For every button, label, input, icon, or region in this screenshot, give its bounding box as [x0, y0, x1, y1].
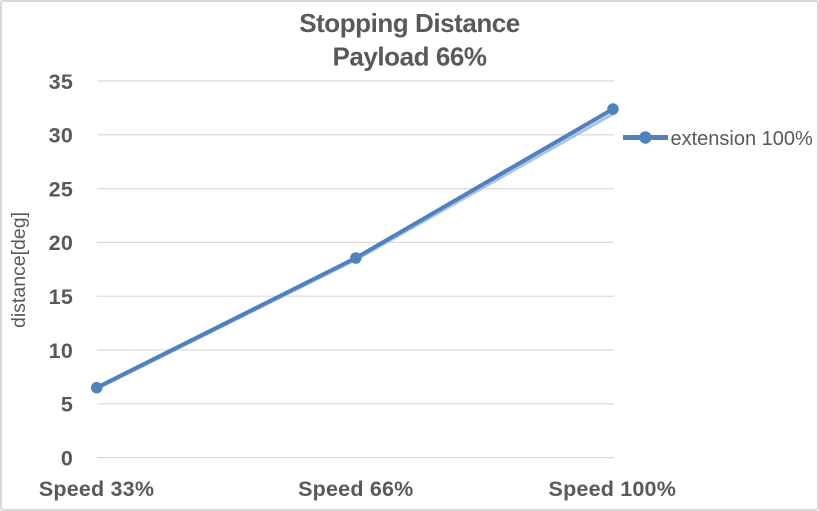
- svg-text:35: 35: [49, 70, 73, 94]
- svg-text:25: 25: [49, 177, 73, 201]
- svg-text:Payload 66%: Payload 66%: [332, 41, 486, 71]
- svg-text:extension 100%: extension 100%: [671, 128, 814, 150]
- svg-text:20: 20: [49, 231, 73, 255]
- svg-text:Speed 33%: Speed 33%: [39, 477, 154, 501]
- svg-text:0: 0: [61, 446, 73, 470]
- svg-text:Speed 100%: Speed 100%: [549, 477, 676, 501]
- svg-text:Speed 66%: Speed 66%: [298, 477, 413, 501]
- svg-text:distance[deg]: distance[deg]: [8, 212, 30, 328]
- svg-text:5: 5: [61, 393, 73, 417]
- svg-text:10: 10: [49, 339, 73, 363]
- svg-text:30: 30: [49, 124, 73, 148]
- svg-text:Stopping Distance: Stopping Distance: [299, 8, 520, 38]
- svg-text:15: 15: [49, 285, 73, 309]
